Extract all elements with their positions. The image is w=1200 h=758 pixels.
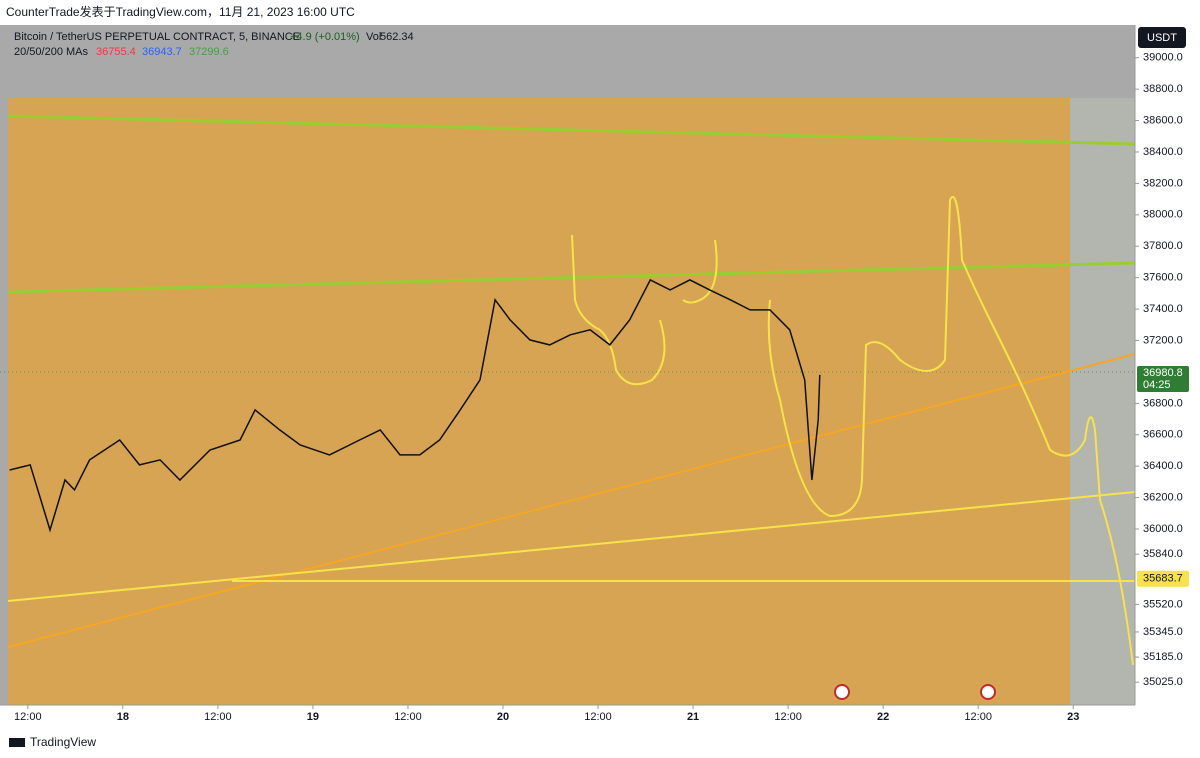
price-series <box>9 278 821 533</box>
x-tick-label: 18 <box>117 711 129 723</box>
trend-line <box>7 353 1136 648</box>
ma-label: 20/50/200 MAs <box>14 46 88 58</box>
currency[interactable]: USDT <box>1147 32 1177 44</box>
x-tick-label: 20 <box>497 711 509 723</box>
event-icon[interactable] <box>834 684 850 700</box>
x-tick-label: 21 <box>687 711 699 723</box>
y-tick-label: 38600.0 <box>1143 114 1183 126</box>
highlight-zone <box>8 98 1070 705</box>
y-tick-label: 36000.0 <box>1143 523 1183 535</box>
y-tick-label: 35345.0 <box>1143 626 1183 638</box>
x-tick-label: 12:00 <box>394 711 422 723</box>
level-label: 35683.7 <box>1143 573 1183 585</box>
volume: 562.34 <box>380 31 414 43</box>
x-tick-label: 12:00 <box>964 711 992 723</box>
y-tick-label: 38000.0 <box>1143 209 1183 221</box>
y-tick-label: 35025.0 <box>1143 676 1183 688</box>
y-tick-label: 36200.0 <box>1143 492 1183 504</box>
x-tick-label: 12:00 <box>14 711 42 723</box>
y-tick-label: 39000.0 <box>1143 52 1183 64</box>
y-tick-label: 37800.0 <box>1143 240 1183 252</box>
y-tick-label: 38400.0 <box>1143 146 1183 158</box>
chart-title: Bitcoin / TetherUS PERPETUAL CONTRACT, 5… <box>14 31 300 43</box>
logo <box>9 738 25 747</box>
caption: CounterTrade发表于TradingView.com，11月 21, 2… <box>6 4 355 19</box>
trend-line <box>7 114 1136 146</box>
ma-value: 37299.6 <box>189 46 229 58</box>
x-tick-label: 12:00 <box>204 711 232 723</box>
y-tick-label: 36400.0 <box>1143 460 1183 472</box>
x-tick-label: 12:00 <box>774 711 802 723</box>
y-tick-label: 38800.0 <box>1143 83 1183 95</box>
y-tick-label: 37200.0 <box>1143 334 1183 346</box>
price-axis <box>1135 25 1200 705</box>
y-tick-label: 35520.0 <box>1143 598 1183 610</box>
currency-box[interactable] <box>1138 27 1186 48</box>
ma-value: 36755.4 <box>96 46 136 58</box>
x-tick-label: 12:00 <box>584 711 612 723</box>
y-tick-label: 35840.0 <box>1143 548 1183 560</box>
y-tick-label: 38200.0 <box>1143 177 1183 189</box>
x-tick-label: 23 <box>1067 711 1079 723</box>
y-tick-label: 37600.0 <box>1143 272 1183 284</box>
time-axis <box>0 705 1200 729</box>
footer: TradingView <box>30 735 96 749</box>
ma-value: 36943.7 <box>142 46 182 58</box>
last-price: 36980.8 <box>1143 367 1183 379</box>
x-tick-label: 22 <box>877 711 889 723</box>
drawing <box>682 195 1134 666</box>
event-icon[interactable] <box>980 684 996 700</box>
last-price-box <box>1137 365 1189 392</box>
level-box <box>1137 570 1189 587</box>
y-tick-label: 35185.0 <box>1143 651 1183 663</box>
y-tick-label: 36600.0 <box>1143 429 1183 441</box>
drawing <box>571 234 666 386</box>
volume-label: Vol <box>366 31 381 43</box>
y-tick-label: 37400.0 <box>1143 303 1183 315</box>
change: +4.9 (+0.01%) <box>290 31 360 43</box>
countdown: 04:25 <box>1143 379 1171 391</box>
trend-line <box>7 491 1136 602</box>
x-tick-label: 19 <box>307 711 319 723</box>
y-tick-label: 36800.0 <box>1143 397 1183 409</box>
